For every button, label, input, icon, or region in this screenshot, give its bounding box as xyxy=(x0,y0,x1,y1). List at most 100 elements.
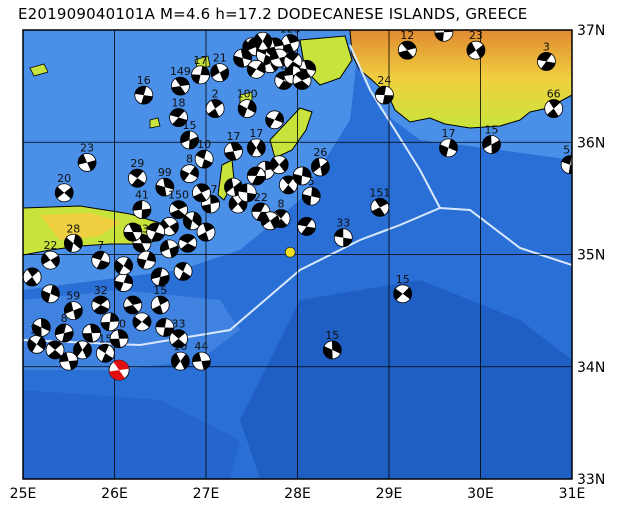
focal-mechanism[interactable] xyxy=(73,340,92,360)
focal-mechanism[interactable] xyxy=(23,267,42,287)
focal-mechanism[interactable] xyxy=(137,250,156,270)
depth-label: 66 xyxy=(547,88,561,101)
focal-mechanism[interactable] xyxy=(169,108,188,127)
focal-mechanism[interactable] xyxy=(260,211,280,231)
focal-mechanism[interactable] xyxy=(180,130,199,150)
focal-mechanism[interactable] xyxy=(63,301,83,321)
focal-mechanism[interactable] xyxy=(178,233,198,253)
focal-mechanism[interactable] xyxy=(237,183,257,203)
focal-mechanism[interactable] xyxy=(246,59,266,79)
focal-mechanism[interactable] xyxy=(173,261,193,281)
focal-mechanism[interactable] xyxy=(246,138,266,158)
focal-mechanism[interactable] xyxy=(59,351,79,371)
focal-mechanism[interactable] xyxy=(278,175,298,195)
focal-mechanism[interactable] xyxy=(560,155,579,175)
focal-mechanism[interactable] xyxy=(170,76,190,96)
focal-mechanism[interactable] xyxy=(292,71,312,90)
focal-mechanism[interactable] xyxy=(210,63,230,83)
focal-mechanism[interactable] xyxy=(544,99,564,118)
focal-mechanism[interactable] xyxy=(280,34,300,53)
depth-label: 28 xyxy=(66,222,80,235)
focal-mechanism[interactable] xyxy=(297,217,317,236)
focal-mechanism[interactable] xyxy=(63,233,83,253)
land-crete-east xyxy=(40,213,120,240)
focal-mechanism[interactable] xyxy=(123,222,143,242)
focal-mechanism[interactable] xyxy=(482,135,501,154)
focal-mechanism[interactable] xyxy=(114,273,134,292)
focal-mechanism[interactable] xyxy=(370,197,390,217)
focal-mechanism[interactable] xyxy=(333,228,353,248)
focal-mechanism[interactable] xyxy=(77,153,97,172)
depth-label: 41 xyxy=(135,189,149,202)
depth-label: 17 xyxy=(226,130,240,143)
focal-mechanism[interactable] xyxy=(45,340,65,360)
lon-tick-label: 31E xyxy=(559,486,586,502)
focal-mechanism[interactable] xyxy=(123,295,143,315)
lon-tick-label: 27E xyxy=(193,486,220,502)
target-focal-mechanism[interactable] xyxy=(108,359,130,381)
map-frame xyxy=(22,29,573,480)
depth-label: 3 xyxy=(543,40,550,53)
focal-mechanism[interactable] xyxy=(182,211,202,231)
focal-mechanism[interactable] xyxy=(536,52,556,71)
focal-mechanism[interactable] xyxy=(132,312,152,332)
focal-mechanism[interactable] xyxy=(169,200,188,220)
focal-mechanism[interactable] xyxy=(155,177,175,197)
focal-mechanism[interactable] xyxy=(146,222,166,242)
focal-mechanism[interactable] xyxy=(246,166,266,186)
focal-mechanism[interactable] xyxy=(27,334,47,354)
focal-mechanism[interactable] xyxy=(237,99,257,118)
focal-mechanism[interactable] xyxy=(150,295,170,315)
depth-label: 59 xyxy=(66,290,80,303)
focal-mechanism[interactable] xyxy=(233,48,253,68)
focal-mechanism[interactable] xyxy=(194,149,214,169)
focal-mechanism[interactable] xyxy=(169,329,188,349)
focal-mechanism[interactable] xyxy=(192,351,211,371)
focal-mechanism[interactable] xyxy=(159,239,179,259)
focal-mechanism[interactable] xyxy=(310,157,330,177)
focal-mechanism[interactable] xyxy=(269,155,289,175)
focal-mechanism[interactable] xyxy=(132,200,152,220)
focal-mechanism[interactable] xyxy=(180,164,199,184)
focal-mechanism[interactable] xyxy=(82,323,102,343)
focal-mechanism[interactable] xyxy=(41,250,60,270)
focal-mechanism[interactable] xyxy=(155,318,175,337)
focal-mechanism[interactable] xyxy=(434,23,454,42)
focal-mechanism[interactable] xyxy=(393,284,413,304)
focal-mechanism[interactable] xyxy=(91,295,111,315)
focal-mechanism[interactable] xyxy=(322,340,342,360)
focal-mechanism[interactable] xyxy=(301,186,321,206)
focal-mechanism[interactable] xyxy=(127,168,147,188)
focal-mechanism[interactable] xyxy=(114,256,134,276)
focal-mechanism[interactable] xyxy=(265,110,285,130)
depth-label: 123 xyxy=(280,22,301,35)
focal-mechanism[interactable] xyxy=(109,329,129,349)
focal-mechanism[interactable] xyxy=(205,99,225,118)
focal-mechanism[interactable] xyxy=(54,183,74,203)
lon-tick-label: 25E xyxy=(10,486,37,502)
focal-mechanism[interactable] xyxy=(253,31,273,51)
focal-mechanism[interactable] xyxy=(196,222,216,242)
depth-label: 7 xyxy=(97,239,104,252)
focal-mechanism[interactable] xyxy=(150,267,170,287)
depth-label: 16 xyxy=(137,74,151,87)
focal-mechanism[interactable] xyxy=(439,138,458,158)
lon-tick-label: 26E xyxy=(101,486,128,502)
focal-mechanism[interactable] xyxy=(375,85,394,105)
focal-mechanism[interactable] xyxy=(31,318,51,337)
focal-mechanism[interactable] xyxy=(95,343,115,363)
focal-mechanism[interactable] xyxy=(170,351,190,371)
focal-mechanism[interactable] xyxy=(192,183,211,203)
focal-mechanism[interactable] xyxy=(191,65,210,85)
focal-mechanism[interactable] xyxy=(54,323,74,343)
focal-mechanism[interactable] xyxy=(397,40,417,60)
focal-mechanism[interactable] xyxy=(134,85,154,105)
focal-mechanism[interactable] xyxy=(292,166,312,186)
focal-mechanism[interactable] xyxy=(91,250,111,270)
lon-tick-label: 29E xyxy=(376,486,403,502)
depth-label: 12 xyxy=(400,29,414,42)
focal-mechanism[interactable] xyxy=(224,141,243,161)
focal-mechanism[interactable] xyxy=(466,40,486,60)
focal-mechanism[interactable] xyxy=(41,284,60,304)
focal-mechanism[interactable] xyxy=(100,312,120,332)
